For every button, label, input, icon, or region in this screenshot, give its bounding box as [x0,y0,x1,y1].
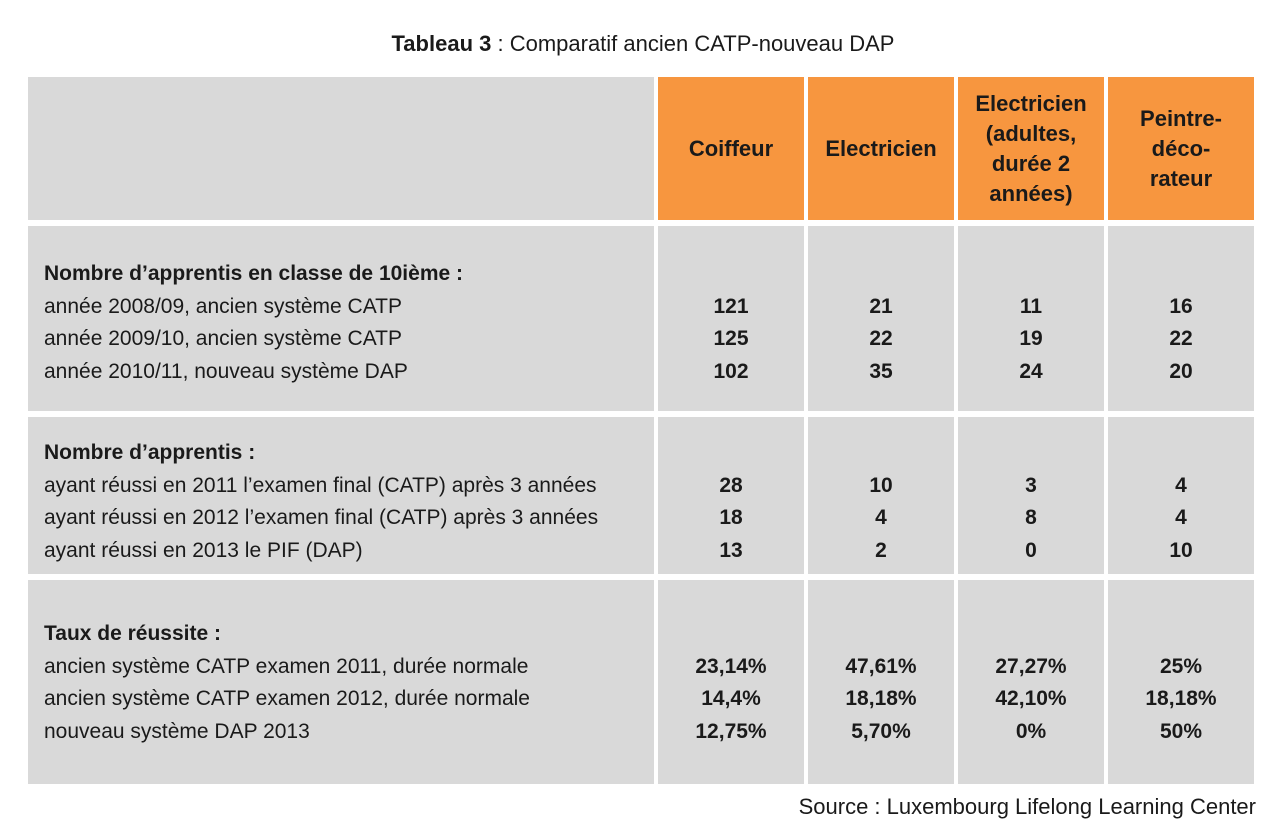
row-label: ancien système CATP examen 2011, durée n… [44,654,529,678]
section-row: Nombre d’apprentis : ayant réussi en 201… [28,417,1254,574]
table-number: Tableau 3 [391,31,492,56]
value-cell: 47,61% 18,18% 5,70% [808,580,954,784]
table-caption: : Comparatif ancien CATP-nouveau DAP [491,31,895,56]
section-heading: Nombre d’apprentis en classe de 10ième : [44,262,463,285]
row-label: année 2010/11, nouveau système DAP [44,359,408,383]
section-labels: Taux de réussite : ancien système CATP e… [28,580,654,784]
value-cell: 121 125 102 [658,226,804,411]
value-cell: 23,14% 14,4% 12,75% [658,580,804,784]
value-cell: 21 22 35 [808,226,954,411]
row-label: année 2009/10, ancien système CATP [44,327,402,350]
column-header: Peintre- déco- rateur [1108,77,1254,220]
table-title: Tableau 3 : Comparatif ancien CATP-nouve… [0,30,1286,58]
row-label: ayant réussi en 2011 l’examen final (CAT… [44,473,597,497]
value-cell: 16 22 20 [1108,226,1254,411]
row-label: ayant réussi en 2012 l’examen final (CAT… [44,506,599,529]
row-label: ayant réussi en 2013 le PIF (DAP) [44,538,363,562]
value-cell: 11 19 24 [958,226,1104,411]
header-row: Coiffeur Electricien Electricien (adulte… [28,77,1254,220]
value-cell: 25% 18,18% 50% [1108,580,1254,784]
source-note: Source : Luxembourg Lifelong Learning Ce… [798,794,1256,819]
comparison-table: Coiffeur Electricien Electricien (adulte… [24,71,1258,790]
row-label: année 2008/09, ancien système CATP [44,294,402,318]
header-corner [28,77,654,220]
section-heading: Nombre d’apprentis : [44,441,256,464]
column-header: Electricien (adultes, durée 2 années) [958,77,1104,220]
value-cell: 4 4 10 [1108,417,1254,574]
column-header: Coiffeur [658,77,804,220]
row-label: nouveau système DAP 2013 [44,719,310,743]
section-row: Taux de réussite : ancien système CATP e… [28,580,1254,784]
section-heading: Taux de réussite : [44,622,222,645]
section-labels: Nombre d’apprentis : ayant réussi en 201… [28,417,654,574]
section-labels: Nombre d’apprentis en classe de 10ième :… [28,226,654,411]
column-header: Electricien [808,77,954,220]
section-row: Nombre d’apprentis en classe de 10ième :… [28,226,1254,411]
value-cell: 27,27% 42,10% 0% [958,580,1104,784]
row-label: ancien système CATP examen 2012, durée n… [44,687,530,710]
value-cell: 10 4 2 [808,417,954,574]
value-cell: 28 18 13 [658,417,804,574]
